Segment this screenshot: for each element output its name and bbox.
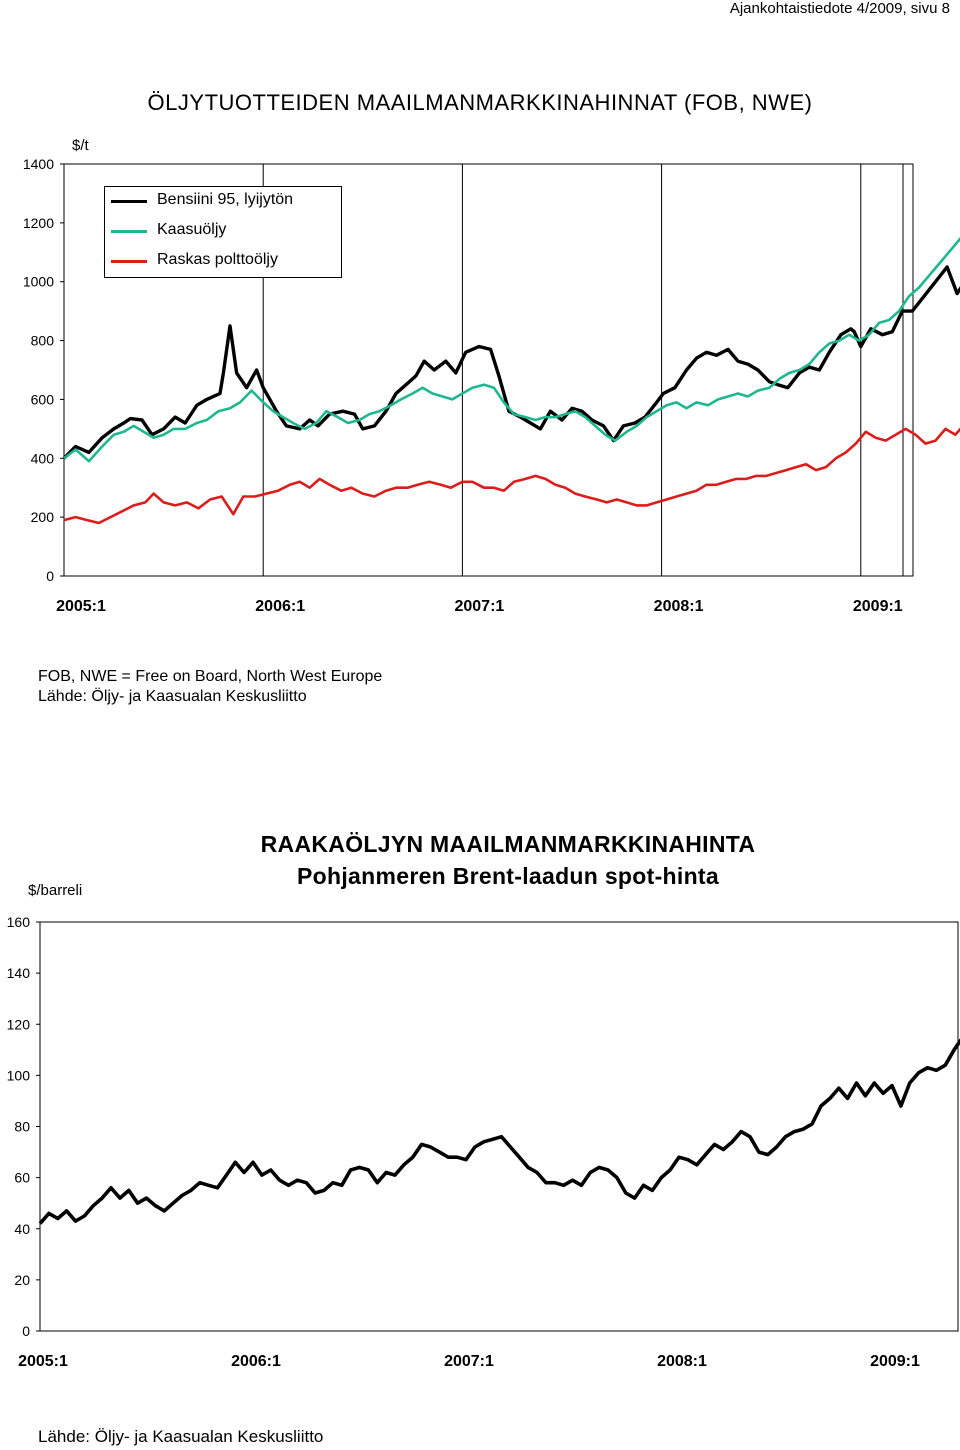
- chart1-series-line-1: [63, 236, 960, 463]
- chart2-y-tick-label: 80: [14, 1119, 30, 1135]
- chart2-x-tick-label: 2009:1: [870, 1353, 920, 1370]
- chart2-y-tick-label: 40: [14, 1221, 30, 1237]
- chart1-y-tick-label: 1200: [23, 215, 54, 231]
- chart1-y-tick-label: 0: [46, 568, 54, 584]
- chart1-y-tick-label: 800: [31, 333, 55, 349]
- chart1-y-unit: $/t: [72, 137, 89, 154]
- chart1-y-tick-label: 1400: [23, 156, 54, 172]
- chart1-title: ÖLJYTUOTTEIDEN MAAILMANMARKKINAHINNAT (F…: [147, 90, 813, 115]
- chart2-series-line-0: [38, 1038, 960, 1225]
- chart1-x-tick-label: 2008:1: [654, 598, 704, 615]
- chart2-y-unit: $/barreli: [28, 882, 83, 899]
- chart1-note-fob: FOB, NWE = Free on Board, North West Eur…: [38, 668, 383, 685]
- chart1-plot-frame: [63, 163, 914, 577]
- chart2-x-tick-label: 2005:1: [18, 1353, 68, 1370]
- chart2-y-tick-label: 60: [14, 1170, 30, 1186]
- chart1-x-tick-label: 2009:1: [853, 598, 903, 615]
- chart1-y-tick-label: 400: [31, 450, 55, 466]
- chart1-legend: Bensiini 95, lyijytön Kaasuöljy Raskas p…: [104, 186, 342, 278]
- legend-swatch-kaasuoljy: [111, 230, 147, 233]
- chart1-series-line-0: [62, 265, 960, 460]
- chart2-title-block: RAAKAÖLJYN MAAILMANMARKKINAHINTA Pohjanm…: [228, 828, 788, 892]
- chart2-x-tick-label: 2006:1: [231, 1353, 281, 1370]
- chart1-y-tick-label: 1000: [23, 274, 54, 290]
- legend-swatch-raskas: [111, 260, 147, 263]
- chart2-y-tick-label: 0: [22, 1323, 30, 1339]
- chart1-x-tick-label: 2006:1: [255, 598, 305, 615]
- legend-swatch-bensiini: [111, 200, 147, 203]
- chart2-x-tick-label: 2007:1: [444, 1353, 494, 1370]
- chart2-subtitle: Pohjanmeren Brent-laadun spot-hinta: [297, 863, 719, 889]
- chart2-title: RAAKAÖLJYN MAAILMANMARKKINAHINTA: [260, 831, 756, 857]
- chart2-y-tick-label: 100: [7, 1067, 31, 1083]
- legend-label-bensiini: Bensiini 95, lyijytön: [157, 191, 294, 208]
- chart2-y-tick-label: 120: [7, 1016, 31, 1032]
- chart1-plot: 0 200 400 600 800 1000 1200 1400 2005:1 2006:1 200…: [23, 156, 960, 615]
- chart2-y-tick-label: 160: [7, 914, 31, 930]
- chart1-x-tick-label: 2007:1: [454, 598, 504, 615]
- chart1-note-source: Lähde: Öljy- ja Kaasualan Keskusliitto: [38, 688, 307, 705]
- chart2-y-tick-label: 20: [14, 1272, 30, 1288]
- chart1-notes: FOB, NWE = Free on Board, North West Eur…: [38, 667, 382, 707]
- page-header: Ajankohtaistiedote 4/2009, sivu 8: [729, 0, 950, 17]
- chart2-y-tick-label: 140: [7, 965, 31, 981]
- chart2-plot-frame: [39, 921, 959, 1332]
- chart2-source: Lähde: Öljy- ja Kaasualan Keskusliitto: [38, 1427, 324, 1446]
- chart1-series-line-2: [63, 427, 960, 525]
- chart2-x-tick-label: 2008:1: [657, 1353, 707, 1370]
- chart1-y-tick-label: 200: [31, 509, 55, 525]
- chart1-y-tick-label: 600: [31, 391, 55, 407]
- chart1-x-tick-label: 2005:1: [56, 598, 106, 615]
- legend-label-raskas: Raskas polttoöljy: [157, 251, 278, 268]
- legend-label-kaasuoljy: Kaasuöljy: [157, 221, 227, 238]
